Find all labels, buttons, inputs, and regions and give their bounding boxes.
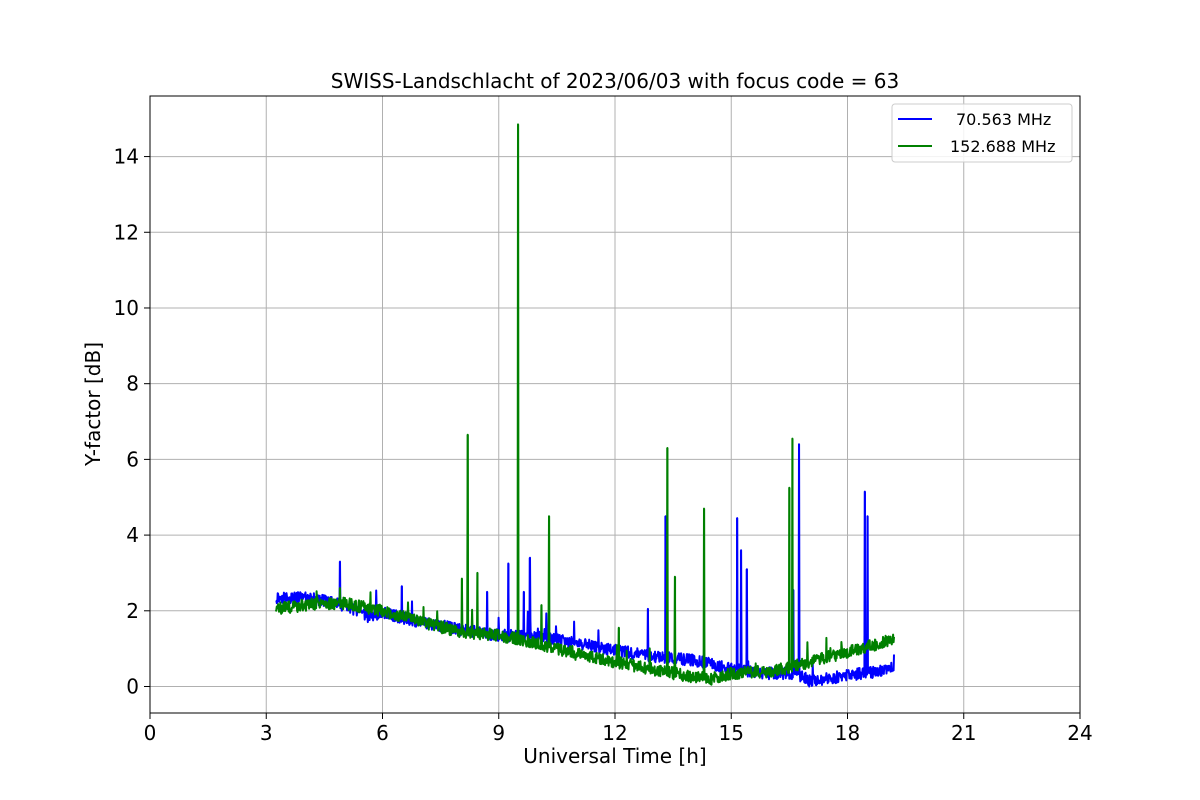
y-axis-ticks: 0 2 4 6 8 10 12 14	[114, 145, 150, 699]
x-tick-label: 18	[835, 721, 860, 745]
x-axis-label: Universal Time [h]	[523, 744, 706, 768]
series-1	[274, 123, 895, 686]
legend-box	[891, 103, 1073, 163]
y-tick-label: 4	[126, 523, 139, 547]
y-tick-label: 8	[126, 372, 139, 396]
chart-title: SWISS-Landschlacht of 2023/06/03 with fo…	[331, 69, 899, 93]
y-tick-label: 14	[114, 145, 139, 169]
x-tick-label: 0	[144, 721, 157, 745]
x-tick-label: 9	[492, 721, 505, 745]
x-tick-label: 12	[602, 721, 627, 745]
series-line-1	[274, 123, 895, 686]
x-tick-label: 15	[719, 721, 744, 745]
x-tick-label: 24	[1067, 721, 1092, 745]
x-tick-label: 6	[376, 721, 389, 745]
legend: 70.563 MHz 152.688 MHz	[891, 103, 1073, 163]
y-tick-label: 10	[114, 296, 139, 320]
y-tick-label: 2	[126, 599, 139, 623]
x-tick-label: 21	[951, 721, 976, 745]
x-tick-label: 3	[260, 721, 273, 745]
series-layer	[274, 123, 895, 688]
y-tick-label: 6	[126, 447, 139, 471]
legend-label-70mhz: 70.563 MHz	[956, 110, 1051, 129]
y-tick-label: 0	[126, 675, 139, 699]
x-axis-ticks: 0 3 6 9 12 15 18 21 24	[144, 713, 1093, 745]
y-axis-label: Y-factor [dB]	[81, 342, 105, 467]
y-tick-label: 12	[114, 220, 139, 244]
legend-label-152mhz: 152.688 MHz	[950, 137, 1055, 156]
